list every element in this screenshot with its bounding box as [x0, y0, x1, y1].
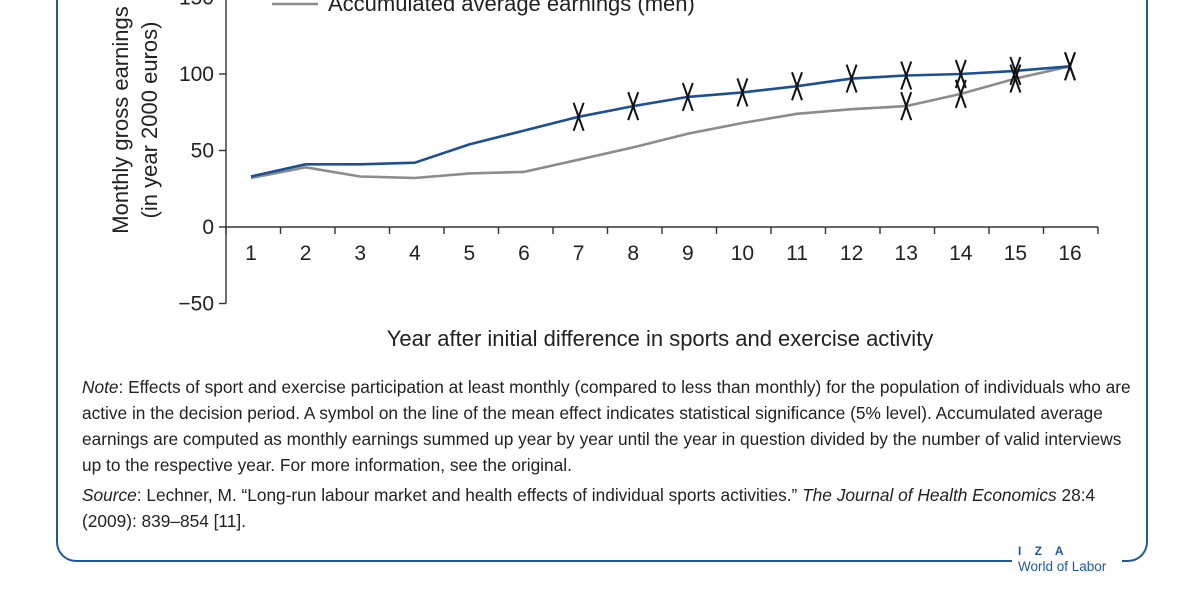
- iza-logo-mark: I Z A: [1018, 544, 1069, 558]
- y-tick-label: 150: [179, 0, 214, 10]
- significance-marker: [627, 91, 640, 121]
- marker-stroke: [900, 91, 913, 121]
- significance-marker: [900, 61, 913, 90]
- y-axis: −50 0 50 100 150: [178, 0, 227, 316]
- series-line: [250, 65, 1071, 178]
- marker-stroke: [791, 71, 803, 101]
- significance-marker: [954, 79, 967, 109]
- x-axis-title: Year after initial difference in sports …: [387, 326, 934, 351]
- x-axis: 1 2 3 4 5 6 7 8 9 10 11 12 13 14 15 16: [225, 226, 1099, 265]
- series-line: [250, 65, 1071, 180]
- marker-stroke: [736, 78, 749, 107]
- x-tick-label: 11: [786, 242, 808, 265]
- x-tick-label: 14: [949, 242, 973, 265]
- x-tick-label: 9: [682, 242, 694, 265]
- figure-notes: Note: Effects of sport and exercise part…: [82, 374, 1132, 538]
- x-tick-label: 3: [354, 242, 366, 265]
- y-tick-label: −50: [178, 293, 214, 316]
- x-tick-label: 2: [300, 242, 312, 265]
- significance-marker: [791, 71, 803, 101]
- significance-marker: [736, 78, 749, 107]
- source-paragraph: Source: Lechner, M. “Long-run labour mar…: [82, 482, 1132, 534]
- significance-marker: [845, 64, 858, 93]
- marker-stroke: [1064, 52, 1076, 81]
- marker-stroke: [1009, 64, 1022, 93]
- note-paragraph: Note: Effects of sport and exercise part…: [82, 374, 1132, 478]
- marker-stroke: [681, 82, 694, 112]
- x-tick-label: 12: [840, 242, 863, 265]
- x-tick-label: 15: [1004, 242, 1027, 265]
- marker-stroke: [954, 79, 967, 109]
- source-text-before: : Lechner, M. “Long-run labour market an…: [136, 485, 803, 505]
- significance-marker: [900, 91, 913, 121]
- x-tick-label: 6: [518, 242, 530, 265]
- x-tick-label: 5: [464, 242, 476, 265]
- y-tick-label: 0: [202, 216, 214, 239]
- line-chart: Monthly gross earnings (in year 2000 eur…: [108, 0, 1099, 351]
- y-axis-title: Monthly gross earnings (in year 2000 eur…: [108, 6, 162, 233]
- note-text: : Effects of sport and exercise particip…: [82, 377, 1131, 475]
- x-tick-label: 1: [245, 242, 257, 265]
- significance-marker: [1009, 56, 1022, 86]
- source-text-after: 28:4 (2009): 839–854 [11].: [82, 485, 1096, 531]
- frame-gap: [1012, 552, 1122, 566]
- x-tick-label: 10: [731, 242, 754, 265]
- x-tick-label: 13: [895, 242, 918, 265]
- y-axis-title-line2: (in year 2000 euros): [137, 22, 162, 219]
- figure-frame: [56, 0, 1148, 562]
- significance-marker: [681, 82, 694, 112]
- x-tick-label: 7: [573, 242, 585, 265]
- y-axis-title-line1: Monthly gross earnings: [108, 6, 133, 233]
- significance-marker: [1064, 52, 1076, 81]
- significance-marker: [1009, 64, 1022, 93]
- marker-stroke: [572, 102, 585, 132]
- legend-label: Accumulated average earnings (men): [328, 0, 695, 16]
- note-label: Note: [82, 377, 119, 397]
- legend: Accumulated average earnings (men): [272, 0, 695, 16]
- marker-stroke: [627, 91, 640, 121]
- iza-logo-text: World of Labor: [1018, 559, 1107, 574]
- x-tick-label: 16: [1058, 242, 1081, 265]
- marker-stroke: [900, 61, 913, 90]
- source-journal: The Journal of Health Economics: [802, 485, 1057, 505]
- series-group: [250, 52, 1076, 180]
- y-tick-label: 50: [191, 140, 214, 163]
- source-label: Source: [82, 485, 137, 505]
- marker-stroke: [845, 64, 858, 93]
- marker-stroke: [1009, 56, 1022, 86]
- x-tick-label: 4: [409, 242, 421, 265]
- significance-marker: [572, 102, 585, 132]
- iza-logo: I Z A World of Labor: [1018, 543, 1106, 575]
- x-tick-label: 8: [627, 242, 639, 265]
- y-tick-label: 100: [179, 63, 214, 86]
